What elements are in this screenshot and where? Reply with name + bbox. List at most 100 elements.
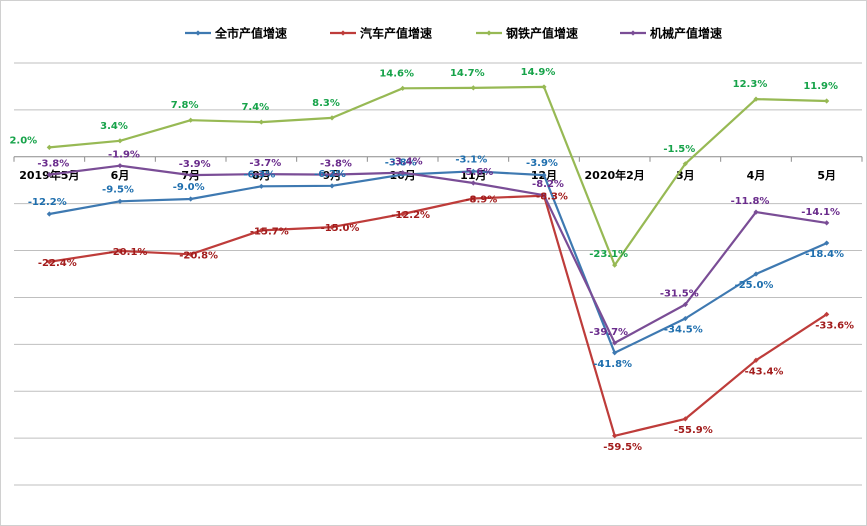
data-label: -20.1%: [109, 247, 148, 258]
data-point: [46, 171, 52, 178]
data-label: 3.4%: [100, 121, 128, 132]
legend-marker: [486, 30, 492, 36]
data-label: -20.8%: [179, 250, 218, 261]
data-point: [188, 251, 194, 257]
data-label: 7.8%: [171, 100, 199, 111]
data-point: [824, 311, 830, 317]
data-point: [753, 96, 759, 102]
series-line: [49, 164, 827, 344]
data-label: -6.2%: [314, 169, 346, 180]
data-point: [329, 224, 335, 230]
data-label: 7.4%: [241, 102, 269, 113]
data-point: [117, 198, 123, 204]
data-point: [470, 180, 476, 186]
data-point: [470, 168, 476, 174]
data-point: [682, 161, 688, 167]
data-point: [46, 144, 52, 150]
data-point: [117, 138, 123, 144]
legend-marker: [340, 30, 346, 36]
data-point: [824, 240, 830, 246]
data-point: [470, 195, 476, 202]
data-point: [258, 227, 264, 233]
data-point: [258, 183, 264, 189]
data-label: -9.0%: [173, 182, 205, 193]
category-label: 5月: [817, 169, 836, 182]
legend-entry-label: 全市产值增速: [214, 26, 287, 41]
data-point: [117, 163, 123, 169]
legend: 全市产值增速 汽车产值增速 钢铁产值增速 机械产值增速: [185, 26, 722, 41]
data-label: -8.2%: [532, 179, 564, 190]
data-label: -3.4%: [391, 157, 423, 168]
data-point: [258, 171, 264, 177]
gridlines: [14, 62, 862, 486]
data-point: [188, 117, 194, 123]
data-point: [541, 192, 547, 198]
data-point: [400, 211, 406, 217]
data-label: -11.8%: [731, 196, 770, 207]
data-point: [188, 196, 194, 202]
data-point: [541, 172, 547, 178]
data-label: -33.6%: [815, 320, 854, 331]
series-line: [49, 194, 828, 437]
data-label: -34.5%: [664, 325, 703, 336]
data-label: -3.9%: [179, 159, 211, 170]
data-point: [612, 262, 618, 268]
category-label: 3月: [676, 169, 695, 182]
data-label: -59.5%: [603, 442, 642, 453]
data-label: 8.3%: [312, 98, 340, 109]
data-label: -31.5%: [660, 288, 699, 299]
data-label: 14.7%: [450, 68, 485, 79]
legend-entry-label: 机械产值增速: [650, 26, 722, 41]
data-point: [258, 119, 264, 125]
data-label: -8.3%: [536, 192, 568, 203]
data-label: -3.8%: [385, 158, 417, 169]
data-label: -3.8%: [37, 159, 69, 170]
data-label: -9.5%: [102, 184, 134, 195]
data-point: [612, 340, 618, 346]
data-point: [470, 85, 476, 91]
data-point: [824, 98, 830, 104]
data-point: [753, 357, 759, 363]
series-lines: [46, 84, 830, 439]
data-label: -3.8%: [320, 159, 352, 170]
data-label: 14.6%: [379, 68, 414, 79]
series-line: [49, 170, 828, 354]
data-label: -55.9%: [674, 425, 713, 436]
data-point: [329, 171, 335, 178]
legend-entry-label: 汽车产值增速: [360, 26, 432, 41]
data-label: -3.1%: [455, 154, 487, 165]
data-label: -6.3%: [243, 169, 275, 180]
legend-marker: [195, 30, 201, 36]
data-label: -3.7%: [249, 158, 281, 169]
data-point: [541, 84, 547, 90]
data-label: -5.6%: [461, 167, 493, 178]
data-point: [188, 172, 194, 178]
data-label: -43.4%: [745, 366, 784, 377]
data-point: [329, 183, 335, 189]
data-label: -12.2%: [391, 210, 430, 221]
data-label: -39.7%: [589, 327, 628, 338]
data-point: [46, 259, 52, 265]
data-labels: -12.2%-9.5% -9.0%-6.3% -6.2%-3.8% -3.1% -3.9…: [9, 67, 854, 453]
data-label: -23.1%: [589, 249, 628, 260]
data-label: 14.9%: [521, 67, 556, 78]
data-point: [682, 301, 688, 308]
data-point: [329, 115, 335, 121]
data-label: 12.3%: [733, 79, 768, 90]
data-label: -3.9%: [526, 158, 558, 169]
data-label: -15.0%: [321, 223, 360, 234]
category-label: 2020年2月: [585, 168, 645, 182]
data-label: -25.0%: [735, 280, 774, 291]
data-label: -22.4%: [38, 258, 77, 269]
data-label: 2.0%: [9, 135, 37, 146]
data-point: [612, 350, 618, 356]
data-point: [682, 416, 688, 422]
data-point: [682, 315, 688, 322]
data-label: -1.5%: [663, 144, 695, 155]
data-point: [753, 209, 759, 215]
data-point: [400, 85, 406, 91]
data-label: -8.9%: [465, 195, 497, 206]
data-point: [400, 170, 406, 176]
data-label: -18.4%: [805, 249, 844, 260]
